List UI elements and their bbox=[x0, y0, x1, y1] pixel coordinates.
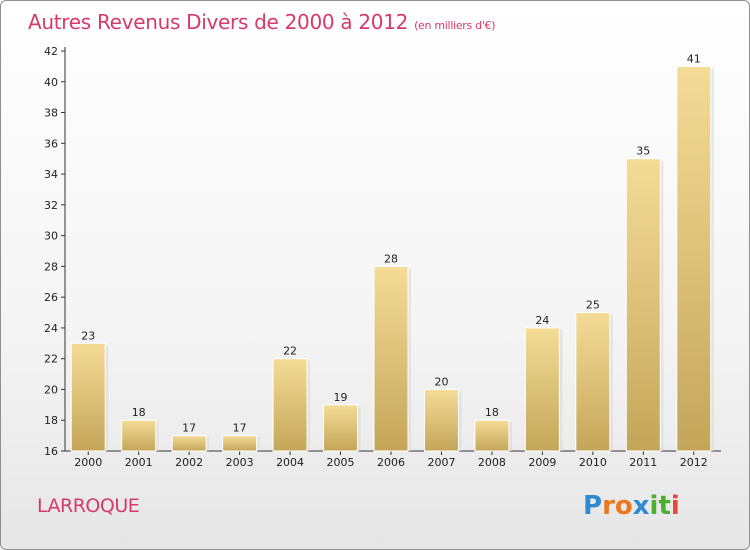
x-tick-label: 2007 bbox=[427, 456, 455, 469]
data-label: 35 bbox=[636, 145, 650, 158]
y-tick-label: 18 bbox=[44, 414, 58, 427]
logo-letter: x bbox=[632, 491, 650, 521]
data-label: 22 bbox=[283, 345, 297, 358]
commune-name: LARROQUE bbox=[37, 495, 140, 517]
bar bbox=[121, 419, 157, 452]
x-tick-label: 2012 bbox=[680, 456, 708, 469]
y-tick-label: 28 bbox=[44, 260, 58, 273]
y-tick-label: 20 bbox=[44, 383, 58, 396]
y-tick-label: 38 bbox=[44, 107, 58, 120]
data-label: 20 bbox=[434, 375, 448, 388]
logo-letter: r bbox=[602, 491, 615, 521]
x-tick-label: 2000 bbox=[74, 456, 102, 469]
bar bbox=[524, 327, 560, 452]
y-tick-label: 26 bbox=[44, 291, 58, 304]
logo-letter: P bbox=[583, 491, 603, 521]
chart-title-text: Autres Revenus Divers de 2000 à 2012 bbox=[28, 10, 409, 34]
y-tick-label: 30 bbox=[44, 230, 58, 243]
bar bbox=[474, 419, 510, 452]
x-tick-label: 2003 bbox=[226, 456, 254, 469]
bars bbox=[70, 65, 714, 452]
data-label: 23 bbox=[81, 329, 95, 342]
axes: 16 18 20 22 24 26 28 30 32 34 36 38 40 42 2000 2001 2002… bbox=[44, 45, 721, 469]
x-tick-label: 2005 bbox=[327, 456, 355, 469]
logo-letter: t bbox=[658, 491, 671, 521]
data-label: 18 bbox=[485, 406, 499, 419]
bar bbox=[575, 312, 611, 452]
x-tick-label: 2009 bbox=[528, 456, 556, 469]
data-label: 18 bbox=[132, 406, 146, 419]
y-tick-label: 22 bbox=[44, 353, 58, 366]
data-label: 41 bbox=[687, 52, 701, 65]
bar bbox=[323, 404, 359, 452]
bar bbox=[373, 265, 409, 452]
data-label: 25 bbox=[586, 299, 600, 312]
y-tick-label: 36 bbox=[44, 137, 58, 150]
y-tick-label: 40 bbox=[44, 76, 58, 89]
data-label: 24 bbox=[535, 314, 549, 327]
labels: 23 18 17 17 22 19 28 20 18 24 25 35 41 bbox=[81, 52, 701, 434]
bar bbox=[171, 435, 207, 452]
logo-letter: i bbox=[670, 491, 680, 521]
y-tick-label: 42 bbox=[44, 45, 58, 58]
bar bbox=[625, 158, 661, 452]
bar bbox=[70, 342, 106, 452]
data-label: 19 bbox=[334, 391, 348, 404]
x-tick-label: 2001 bbox=[125, 456, 153, 469]
data-label: 17 bbox=[233, 422, 247, 435]
chart-subtitle: (en milliers d'€) bbox=[414, 19, 496, 32]
x-tick-label: 2008 bbox=[478, 456, 506, 469]
data-label: 17 bbox=[182, 422, 196, 435]
x-tick-label: 2010 bbox=[579, 456, 607, 469]
x-tick-label: 2011 bbox=[629, 456, 657, 469]
y-tick-label: 32 bbox=[44, 199, 58, 212]
y-tick-label: 34 bbox=[44, 168, 58, 181]
bar bbox=[423, 388, 459, 452]
bar bbox=[676, 65, 712, 452]
bar bbox=[222, 435, 258, 452]
x-tick-label: 2002 bbox=[175, 456, 203, 469]
logo-letter: o bbox=[614, 491, 633, 521]
bar bbox=[272, 358, 308, 452]
data-label: 28 bbox=[384, 252, 398, 265]
chart-title: Autres Revenus Divers de 2000 à 2012 (en … bbox=[28, 10, 496, 34]
logo-letter: i bbox=[649, 491, 659, 521]
x-tick-label: 2006 bbox=[377, 456, 405, 469]
proxiti-logo: Proxiti bbox=[583, 491, 680, 521]
x-tick-label: 2004 bbox=[276, 456, 304, 469]
y-tick-label: 24 bbox=[44, 322, 58, 335]
y-tick-label: 16 bbox=[44, 445, 58, 458]
